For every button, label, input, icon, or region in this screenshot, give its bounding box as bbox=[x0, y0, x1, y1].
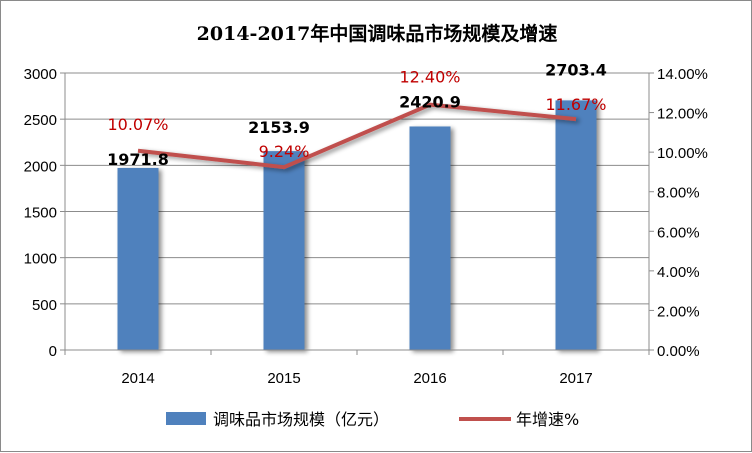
right-axis-tick-label: 10.00% bbox=[657, 145, 708, 162]
growth-rate-line bbox=[138, 105, 576, 168]
left-axis-tick-label: 3000 bbox=[24, 66, 57, 83]
right-axis-tick-label: 8.00% bbox=[657, 185, 700, 202]
right-axis-tick-label: 2.00% bbox=[657, 303, 700, 320]
growth-value-label: 12.40% bbox=[399, 68, 460, 87]
chart-title: 2014-2017年中国调味品市场规模及增速 bbox=[197, 22, 558, 45]
bar-value-label: 1971.8 bbox=[107, 150, 169, 169]
bar-2015 bbox=[264, 151, 305, 350]
x-axis-tick-label: 2015 bbox=[267, 370, 300, 387]
bar-2017 bbox=[556, 100, 597, 350]
left-axis-tick-label: 500 bbox=[32, 297, 57, 314]
bar-value-label: 2703.4 bbox=[545, 60, 607, 79]
left-axis-tick-label: 0 bbox=[49, 343, 57, 360]
left-axis-tick-label: 1500 bbox=[24, 205, 57, 222]
right-axis-tick-label: 4.00% bbox=[657, 264, 700, 281]
legend-bar-swatch bbox=[166, 412, 206, 425]
legend: 调味品市场规模（亿元） 年增速% bbox=[166, 410, 579, 429]
legend-line-label: 年增速% bbox=[516, 410, 579, 429]
bar-2016 bbox=[410, 126, 451, 350]
bar-value-label: 2153.9 bbox=[248, 118, 310, 137]
growth-value-label: 11.67% bbox=[545, 95, 606, 114]
legend-bar-label: 调味品市场规模（亿元） bbox=[213, 410, 389, 429]
left-axis-tick-label: 2500 bbox=[24, 112, 57, 129]
growth-value-label: 9.24% bbox=[259, 142, 310, 161]
x-axis-tick-label: 2014 bbox=[121, 370, 154, 387]
x-axis-tick-label: 2017 bbox=[559, 370, 592, 387]
right-axis-tick-label: 12.00% bbox=[657, 106, 708, 123]
right-axis-tick-label: 14.00% bbox=[657, 66, 708, 83]
left-axis-tick-label: 2000 bbox=[24, 158, 57, 175]
left-axis-tick-label: 1000 bbox=[24, 251, 57, 268]
right-axis-tick-label: 0.00% bbox=[657, 343, 700, 360]
x-axis-tick-label: 2016 bbox=[413, 370, 446, 387]
bar-value-label: 2420.9 bbox=[399, 92, 461, 111]
growth-value-label: 10.07% bbox=[107, 115, 168, 134]
bar-2014 bbox=[118, 168, 159, 350]
right-axis-tick-label: 6.00% bbox=[657, 224, 700, 241]
